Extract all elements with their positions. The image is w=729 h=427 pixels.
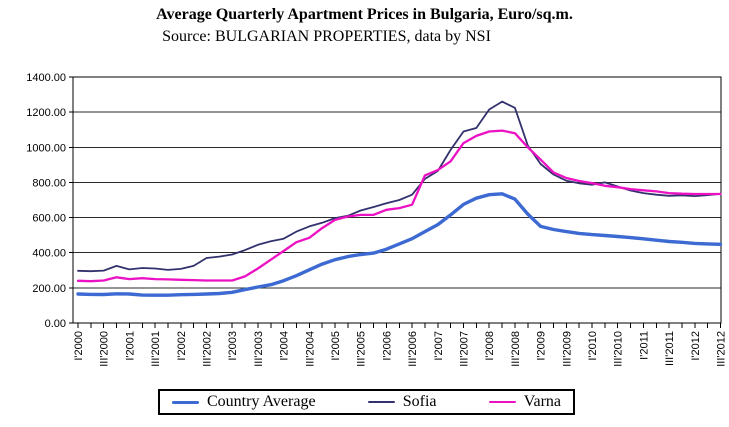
svg-text:1000.00: 1000.00 — [26, 142, 66, 154]
svg-text:I'2006: I'2006 — [381, 331, 393, 361]
svg-text:III'2003: III'2003 — [253, 331, 265, 367]
legend-line-icon-sofia — [367, 401, 395, 403]
svg-text:III'2007: III'2007 — [459, 331, 471, 367]
chart-subtitle: Source: BULGARIAN PROPERTIES, data by NS… — [162, 28, 491, 45]
legend-line-icon-varna — [488, 401, 516, 403]
svg-text:1200.00: 1200.00 — [26, 107, 66, 119]
svg-text:200.00: 200.00 — [32, 283, 66, 295]
svg-text:I'2011: I'2011 — [638, 331, 650, 360]
svg-text:III'2000: III'2000 — [99, 331, 111, 367]
legend-item-varna: Varna — [488, 393, 561, 411]
svg-text:III'2011: III'2011 — [664, 331, 676, 366]
svg-text:III'2005: III'2005 — [356, 331, 368, 367]
legend-item-sofia: Sofia — [367, 393, 437, 411]
svg-text:III'2004: III'2004 — [304, 331, 316, 367]
svg-text:III'2008: III'2008 — [510, 331, 522, 367]
svg-text:I'2001: I'2001 — [124, 331, 136, 361]
svg-text:I'2010: I'2010 — [587, 331, 599, 361]
svg-text:I'2008: I'2008 — [484, 331, 496, 361]
svg-text:I'2005: I'2005 — [330, 331, 342, 361]
svg-text:III'2012: III'2012 — [716, 331, 728, 367]
svg-text:800.00: 800.00 — [32, 177, 66, 189]
svg-text:400.00: 400.00 — [32, 248, 66, 260]
svg-text:I'2007: I'2007 — [433, 331, 445, 361]
svg-text:0.00: 0.00 — [45, 318, 66, 330]
svg-text:1400.00: 1400.00 — [26, 72, 66, 84]
svg-text:III'2001: III'2001 — [150, 331, 162, 367]
svg-text:I'2012: I'2012 — [690, 331, 702, 361]
svg-text:III'2006: III'2006 — [407, 331, 419, 367]
svg-text:I'2004: I'2004 — [279, 331, 291, 361]
legend-line-icon-country-average — [172, 400, 199, 404]
svg-text:I'2002: I'2002 — [176, 331, 188, 361]
chart-title: Average Quarterly Apartment Prices in Bu… — [156, 6, 573, 23]
legend-label-sofia: Sofia — [402, 393, 437, 410]
svg-text:I'2003: I'2003 — [227, 331, 239, 361]
legend-label-varna: Varna — [523, 393, 561, 410]
svg-text:I'2009: I'2009 — [536, 331, 548, 361]
legend: Country Average Sofia Varna — [158, 389, 575, 415]
svg-text:III'2002: III'2002 — [202, 331, 214, 367]
legend-label-country-average: Country Average — [207, 393, 316, 410]
svg-text:III'2009: III'2009 — [561, 331, 573, 367]
legend-item-country-average: Country Average — [172, 393, 316, 411]
svg-text:600.00: 600.00 — [32, 213, 66, 225]
svg-text:I'2000: I'2000 — [73, 331, 85, 361]
svg-text:III'2010: III'2010 — [613, 331, 625, 367]
